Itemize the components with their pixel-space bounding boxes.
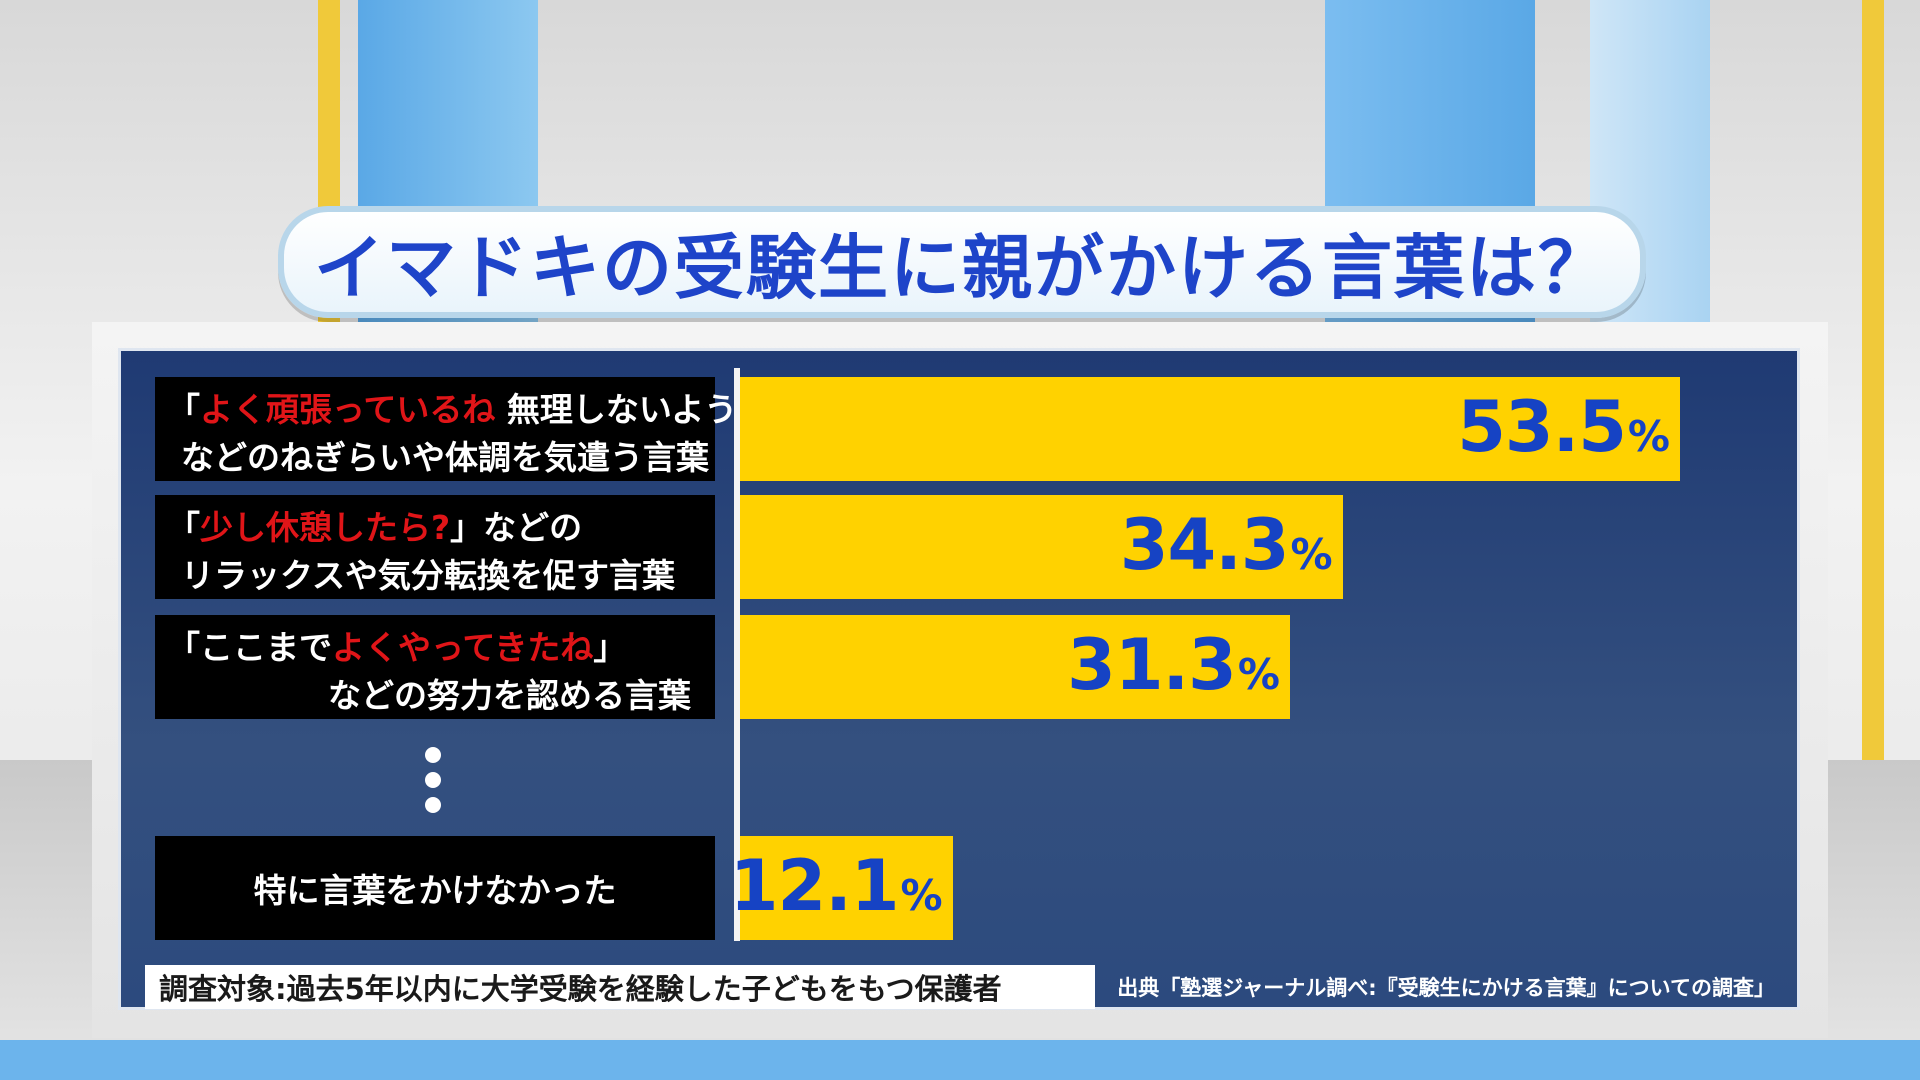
bar-1 — [740, 377, 1680, 481]
ellipsis-dot-2 — [425, 772, 441, 788]
ellipsis-dot-1 — [425, 747, 441, 763]
category-label-1-highlight: よく頑張っているね — [200, 390, 496, 429]
category-label-2: 「少し休憩したら?」などの リラックスや気分転換を促す言葉 — [155, 495, 715, 599]
category-label-1-line2: などのねぎらいや体調を気遣う言葉 — [181, 438, 709, 477]
title-banner: イマドキの受験生に親がかける言葉は？ — [278, 206, 1646, 318]
category-label-4: 特に言葉をかけなかった — [155, 836, 715, 940]
value-label-4: 12.1% — [729, 845, 943, 927]
category-label-3-line1: 「ここまでよくやってきたね」 — [167, 628, 627, 667]
source-note: 出典「塾選ジャーナル調べ:『受験生にかける言葉』についての調査」 — [1117, 976, 1775, 1000]
category-label-2-highlight: 少し休憩したら? — [200, 508, 451, 547]
chart-title: イマドキの受験生に親がかける言葉は？ — [314, 226, 1610, 309]
category-label-1-line1: 「よく頑張っているね 無理しないようにね」 — [167, 390, 837, 429]
category-label-2-line1: 「少し休憩したら?」などの — [167, 508, 583, 547]
category-label-2-line2: リラックスや気分転換を促す言葉 — [181, 556, 676, 595]
bar-2 — [740, 495, 1343, 599]
value-label-1: 53.5% — [1457, 386, 1670, 468]
bar-4 — [740, 836, 953, 940]
category-label-3-line2: などの努力を認める言葉 — [328, 676, 691, 715]
category-label-4-text: 特に言葉をかけなかった — [253, 871, 617, 910]
floor-blue — [0, 1040, 1920, 1080]
category-label-3-highlight: よくやってきたね — [332, 628, 594, 667]
bar-3 — [740, 615, 1290, 719]
category-label-1: 「よく頑張っているね 無理しないようにね」 などのねぎらいや体調を気遣う言葉 — [155, 377, 836, 481]
survey-target-note: 調査対象:過去5年以内に大学受験を経験した子どもをもつ保護者 — [145, 965, 1095, 1009]
ellipsis-dot-3 — [425, 797, 441, 813]
category-label-3: 「ここまでよくやってきたね」 などの努力を認める言葉 — [155, 615, 715, 719]
chart-axis-line — [734, 368, 740, 941]
value-label-2: 34.3% — [1119, 504, 1333, 586]
value-label-3: 31.3% — [1067, 624, 1280, 706]
